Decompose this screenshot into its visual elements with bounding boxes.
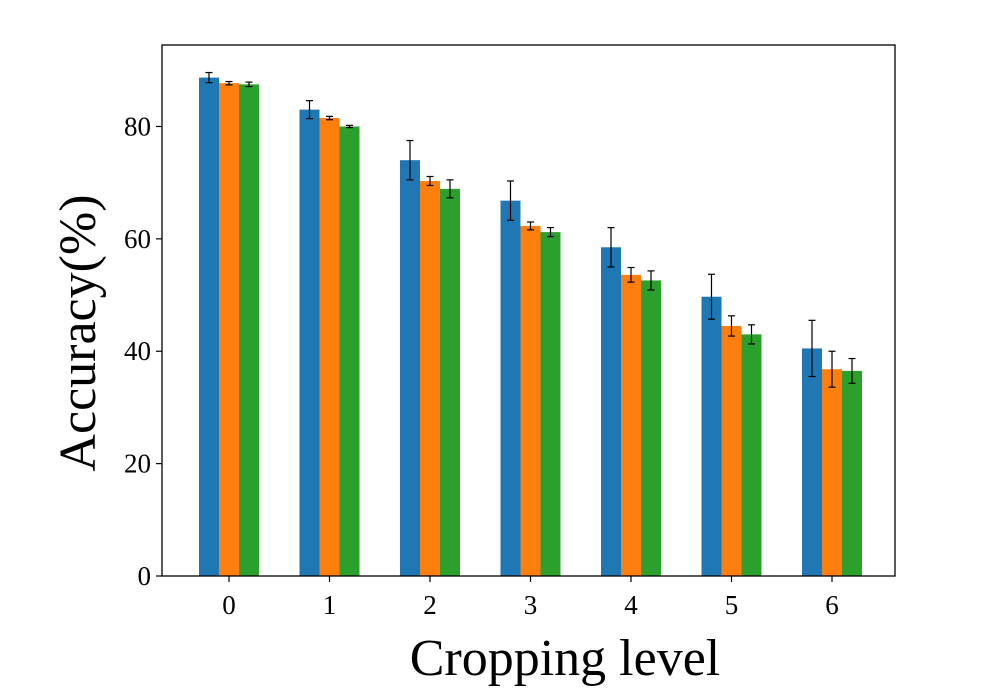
error-bar-series-1-cat-5 [708,273,715,320]
error-bar-series-3-cat-4 [647,270,655,291]
bar-series-3-cat-4 [641,280,661,576]
error-bar-series-1-cat-2 [406,139,414,181]
error-bar-series-1-cat-3 [507,180,514,221]
error-bar-series-2-cat-6 [828,350,836,388]
bar-series-3-cat-0 [239,84,259,576]
error-bar-series-2-cat-2 [426,175,434,187]
x-tick-label-4: 4 [624,590,638,620]
error-bar-series-3-cat-0 [245,81,253,88]
x-tick-label-6: 6 [825,590,839,620]
bar-series-3-cat-2 [440,188,460,576]
y-axis: 0 20 40 60 80 [124,111,162,591]
bar-series-1-cat-1 [299,109,320,576]
bar-series-2-cat-5 [721,325,742,576]
error-bar-series-1-cat-4 [607,227,615,268]
bar-series-2-cat-3 [520,225,541,576]
bar-series-2-cat-1 [319,118,340,577]
error-bar-series-3-cat-3 [547,227,554,238]
bar-series-3-cat-5 [741,334,762,576]
error-bar-series-2-cat-5 [728,315,735,337]
bar-series-3-cat-1 [339,126,360,576]
bar-series-1-cat-3 [500,200,521,576]
bar-series-1-cat-0 [199,77,219,576]
bar-series-1-cat-4 [601,247,621,577]
y-tick-label-0: 0 [138,561,152,591]
error-bar-series-2-cat-1 [326,115,333,121]
x-tick-label-1: 1 [323,590,337,620]
y-tick-label-40: 40 [124,336,151,366]
bar-series-1-cat-6 [802,348,822,576]
plot-frame [161,44,896,577]
error-bar-series-3-cat-5 [748,324,755,345]
error-bar-series-1-cat-1 [306,100,313,120]
error-bar-series-1-cat-6 [808,319,816,378]
x-axis-label: Cropping level [410,630,721,687]
x-tick-label-5: 5 [725,590,739,620]
y-tick-label-60: 60 [124,224,151,254]
error-bar-series-3-cat-2 [446,179,454,199]
error-bar-series-1-cat-0 [205,71,213,84]
error-bar-series-3-cat-6 [848,357,856,384]
x-axis: 0 1 2 3 4 5 6 [222,576,839,620]
bar-series-1-cat-2 [400,160,420,576]
error-bar-series-2-cat-4 [627,266,635,283]
bar-series-2-cat-4 [621,274,641,576]
x-tick-label-0: 0 [222,590,236,620]
x-tick-label-3: 3 [524,590,538,620]
y-tick-label-80: 80 [124,111,151,141]
error-bar-series-2-cat-3 [527,221,534,231]
bar-series-2-cat-0 [219,83,239,576]
bar-series-3-cat-6 [842,370,862,576]
y-tick-label-20: 20 [124,449,151,479]
error-bar-series-3-cat-1 [346,124,353,129]
x-tick-label-2: 2 [423,590,437,620]
bar-series-1-cat-5 [701,296,722,576]
bars-layer [199,77,862,577]
error-bar-series-2-cat-0 [225,80,233,86]
bar-series-3-cat-3 [540,232,561,576]
bar-series-2-cat-2 [420,180,440,576]
bar-series-2-cat-6 [822,369,842,576]
y-axis-label: Accuracy(%) [50,194,107,471]
error-bars-layer [205,71,856,388]
